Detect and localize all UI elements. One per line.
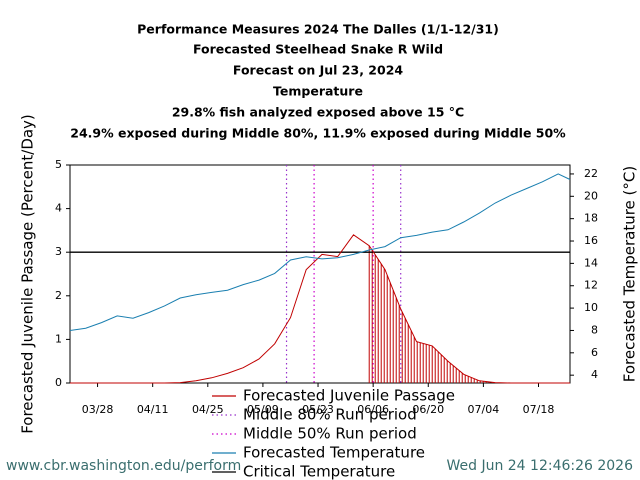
y-tick-label: 0 — [55, 376, 62, 389]
chart-subtitle: 29.8% fish analyzed exposed above 15 °C — [172, 105, 464, 120]
chart-subtitle: Forecast on Jul 23, 2024 — [233, 63, 403, 78]
y-tick-label: 3 — [55, 245, 62, 258]
x-tick-label: 05/23 — [302, 403, 334, 416]
x-tick-label: 05/09 — [247, 403, 279, 416]
y-tick-label: 2 — [55, 289, 62, 302]
x-tick-label: 04/11 — [137, 403, 169, 416]
y-tick-label: 1 — [55, 332, 62, 345]
y2-tick-label: 20 — [584, 189, 598, 202]
legend-label: Critical Temperature — [243, 463, 395, 480]
plot-frame — [69, 164, 571, 384]
y-tick-label: 5 — [55, 158, 62, 171]
series-line — [69, 173, 571, 331]
y-axis-label: Forecasted Juvenile Passage (Percent/Day… — [19, 114, 37, 434]
y2-tick-label: 14 — [584, 256, 598, 269]
x-tick-label: 03/28 — [82, 403, 114, 416]
footer-url: www.cbr.washington.edu/perform — [6, 458, 241, 474]
series-line — [70, 234, 570, 384]
y2-tick-label: 6 — [591, 346, 598, 359]
y2-tick-label: 4 — [591, 368, 598, 381]
y2-tick-label: 18 — [584, 212, 598, 225]
y2-tick-label: 10 — [584, 301, 598, 314]
y2-tick-label: 16 — [584, 234, 598, 247]
y2-axis-label: Forecasted Temperature (°C) — [621, 166, 639, 382]
legend-label: Middle 80% Run period — [243, 406, 417, 424]
x-tick-label: 04/25 — [192, 403, 224, 416]
x-tick-label: 07/04 — [468, 403, 500, 416]
legend-label: Forecasted Juvenile Passage — [243, 387, 455, 405]
x-tick-label: 07/18 — [523, 403, 555, 416]
legend-label: Middle 50% Run period — [243, 425, 417, 443]
y-tick-label: 4 — [55, 202, 62, 215]
x-tick-label: 06/20 — [412, 403, 444, 416]
legend-label: Forecasted Temperature — [243, 444, 425, 462]
y2-tick-label: 22 — [584, 167, 598, 180]
chart-subtitle: Temperature — [273, 84, 363, 99]
chart-subtitle: Forecasted Steelhead Snake R Wild — [193, 42, 443, 57]
chart-title: Performance Measures 2024 The Dalles (1/… — [137, 22, 499, 37]
y2-tick-label: 8 — [591, 323, 598, 336]
chart-subtitle: 24.9% exposed during Middle 80%, 11.9% e… — [70, 126, 566, 141]
y2-tick-label: 12 — [584, 279, 598, 292]
x-tick-label: 06/06 — [357, 403, 389, 416]
footer-date: Wed Jun 24 12:46:26 2026 — [446, 458, 633, 474]
